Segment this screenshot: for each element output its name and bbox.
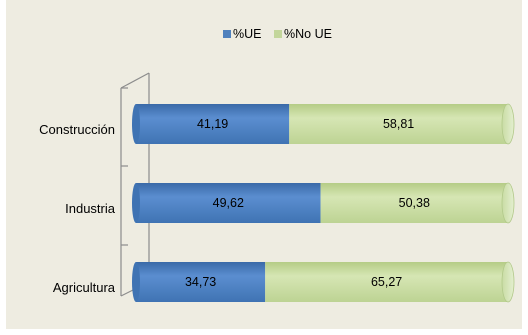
bar-ue-agricultura [136, 262, 266, 302]
bar-no-ue-industria [320, 183, 508, 223]
bar-cap-left-construccion [132, 104, 140, 144]
bar-cap-right-agricultura [501, 261, 515, 303]
legend: %UE %No UE [223, 27, 332, 41]
bar-no-ue-agricultura [265, 262, 508, 302]
category-label-agricultura: Agricultura [53, 280, 116, 295]
value-label-ue-agricultura: 34,73 [185, 275, 216, 289]
stacked-bar-chart: %UE %No UE Construcción Industria Agricu… [39, 27, 515, 303]
bar-cap-right-industria [501, 182, 515, 224]
legend-swatch-no-ue [274, 30, 282, 38]
value-label-no-ue-construccion: 58,81 [383, 117, 414, 131]
category-label-industria: Industria [65, 201, 116, 216]
bar-cap-right-construccion [501, 103, 515, 145]
bar-cap-left-agricultura [132, 262, 140, 302]
value-label-ue-construccion: 41,19 [197, 117, 228, 131]
category-label-construccion: Construcción [39, 122, 115, 137]
legend-label-ue: %UE [233, 27, 261, 41]
value-label-ue-industria: 49,62 [213, 196, 244, 210]
bar-no-ue-construccion [289, 104, 508, 144]
chart-area: %UE %No UE Construcción Industria Agricu… [6, 0, 522, 329]
legend-swatch-ue [223, 30, 231, 38]
bar-ue-industria [136, 183, 321, 223]
bars-group: 41,19 58,81 49,62 50,38 34,73 65,27 [132, 103, 515, 303]
bar-ue-construccion [136, 104, 290, 144]
legend-label-no-ue: %No UE [284, 27, 332, 41]
value-label-no-ue-agricultura: 65,27 [371, 275, 402, 289]
value-label-no-ue-industria: 50,38 [399, 196, 430, 210]
bar-cap-left-industria [132, 183, 140, 223]
